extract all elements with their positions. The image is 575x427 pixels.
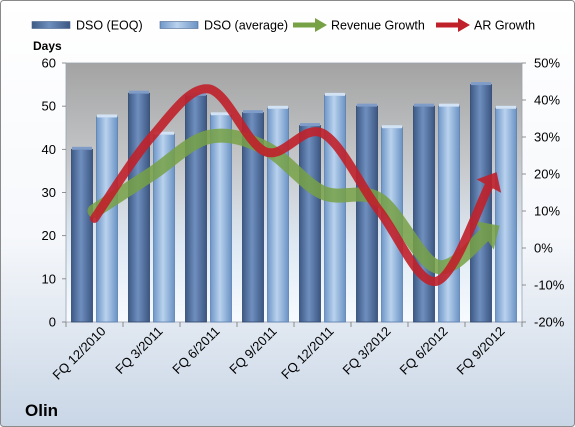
legend-arrowhead	[458, 18, 470, 32]
y-tick-label: 10	[42, 271, 56, 286]
legend-item: DSO (EOQ)	[31, 19, 143, 33]
bar-dso-eoq	[71, 146, 93, 323]
bar-dso-average	[438, 103, 460, 323]
legend-label: Revenue Growth	[331, 19, 425, 33]
bar-dso-average	[267, 105, 289, 323]
legend-swatch	[159, 21, 199, 29]
y-axis-left: 0 10 20 30 40 50 60	[42, 56, 66, 330]
y-tick-label: 50	[42, 99, 56, 114]
y2-tick-label: 30%	[534, 130, 560, 145]
bar-dso-average	[96, 114, 118, 323]
legend-item: AR Growth	[436, 18, 535, 33]
legend-label: DSO (average)	[204, 19, 288, 33]
ar-growth-line	[90, 84, 502, 286]
bar-dso-eoq	[128, 90, 150, 323]
y2-tick-label: 10%	[534, 204, 560, 219]
line-series-group	[87, 84, 502, 286]
legend-label: AR Growth	[474, 19, 535, 33]
bar-dso-eoq	[356, 103, 378, 323]
revenue-growth-arrowhead	[475, 221, 500, 250]
bar-dso-eoq	[413, 103, 435, 323]
y-axis-title: Days	[33, 39, 62, 53]
y-tick-label: 0	[49, 315, 56, 330]
y-tick-label: 40	[42, 142, 56, 157]
bar-dso-eoq	[299, 123, 321, 323]
legend: DSO (EOQ) DSO (average) Revenue Growth AR G…	[31, 18, 535, 33]
ar-growth-arrowhead	[476, 172, 502, 193]
y2-tick-label: -20%	[534, 315, 565, 330]
y2-tick-label: 20%	[534, 167, 560, 182]
bar-dso-average	[210, 112, 232, 323]
legend-item: DSO (average)	[159, 19, 288, 33]
bar-dso-average	[495, 105, 517, 323]
y2-tick-label: 0%	[534, 241, 553, 256]
y-tick-label: 30	[42, 185, 56, 200]
revenue-growth-line	[87, 128, 500, 275]
y2-tick-label: 40%	[534, 93, 560, 108]
bar-dso-eoq	[185, 92, 207, 323]
y-tick-label: 20	[42, 228, 56, 243]
bar-dso-average	[153, 131, 175, 323]
legend-item: Revenue Growth	[293, 18, 425, 33]
bar-dso-average	[324, 92, 346, 323]
legend-swatch	[31, 21, 71, 29]
y2-tick-label: -10%	[534, 278, 565, 293]
y2-tick-label: 50%	[534, 56, 560, 71]
legend-arrowhead	[315, 18, 327, 32]
y-tick-label: 60	[42, 56, 56, 71]
bar-dso-eoq	[242, 110, 264, 323]
legend-label: DSO (EOQ)	[76, 19, 143, 33]
y-axis-right: -20% -10% 0% 10% 20% 30% 40% 50%	[522, 56, 565, 330]
company-label: Olin	[25, 401, 58, 420]
